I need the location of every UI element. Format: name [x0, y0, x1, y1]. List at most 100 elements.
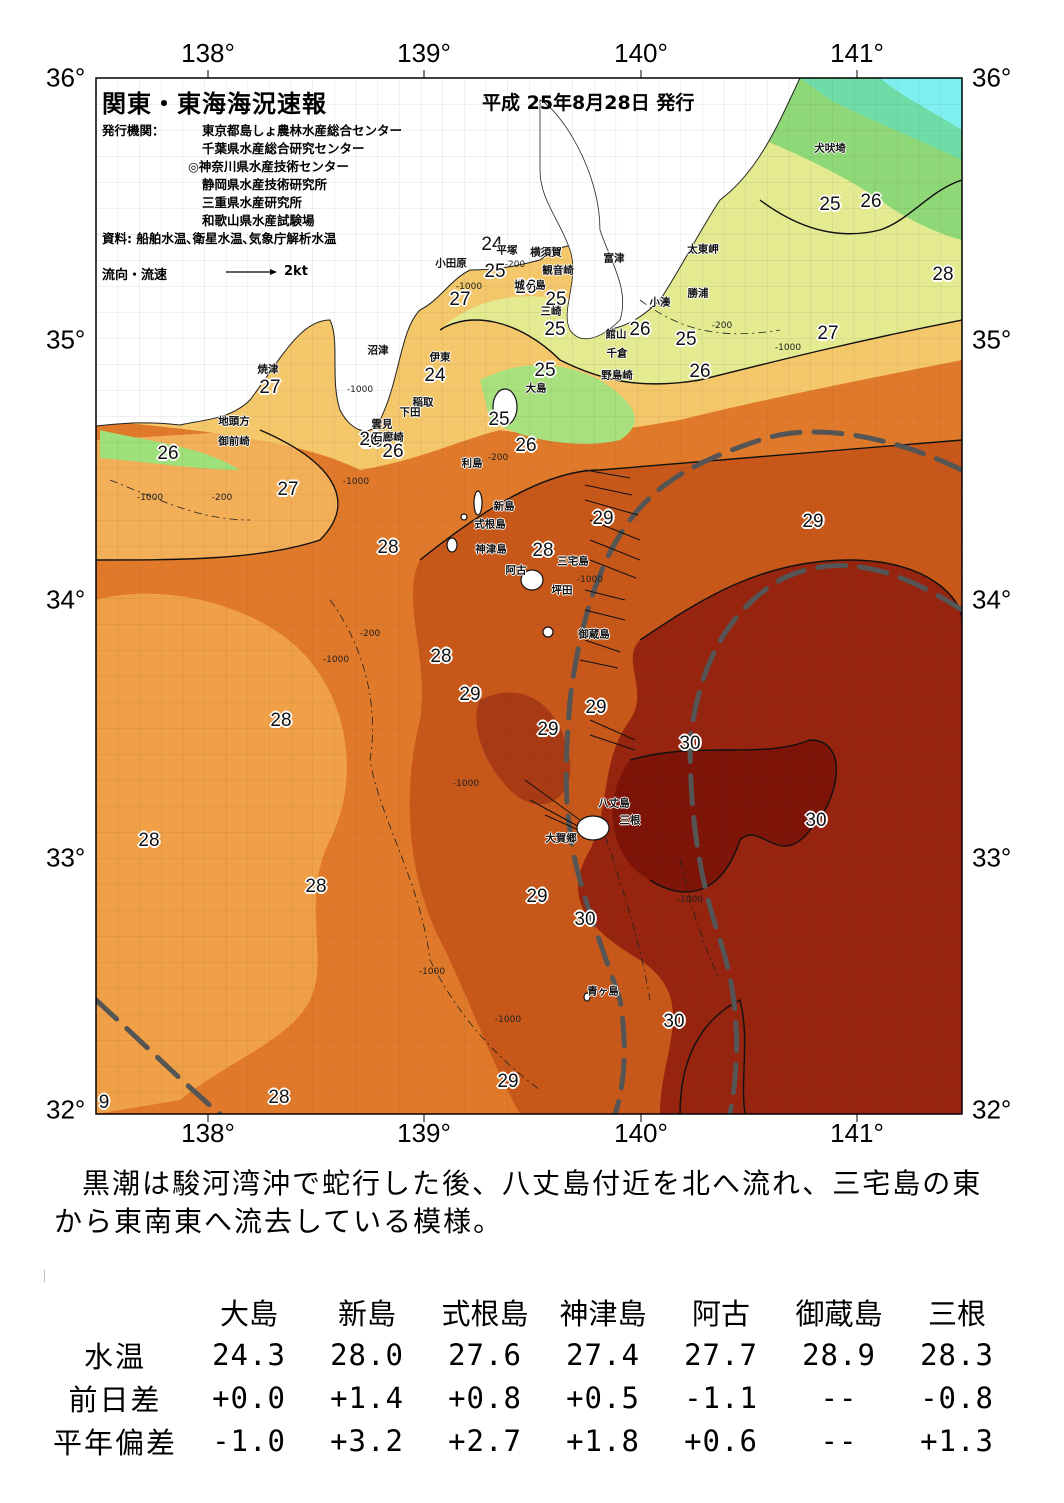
isotherm-label: 27: [277, 479, 299, 500]
place-label: 小田原: [435, 257, 467, 270]
lon-label-140-bottom: 140°: [614, 1118, 668, 1148]
isotherm-label: 25: [675, 329, 697, 350]
depth-label: -1000: [576, 575, 604, 585]
row-label: 水温: [83, 1339, 146, 1374]
place-label: 富津: [603, 252, 625, 265]
table-cell: 28.9: [802, 1337, 876, 1372]
depth-label: -1000: [494, 1015, 522, 1025]
isotherm-label: 29: [459, 684, 481, 705]
depth-label: -1000: [418, 967, 446, 977]
depth-label: -200: [504, 260, 526, 270]
isotherm-label: 29: [526, 886, 548, 907]
place-label: 利島: [461, 457, 483, 470]
table-cell: +2.7: [448, 1423, 522, 1458]
issuer-3: ◎神奈川県水産技術センター: [188, 159, 349, 174]
isotherm-label: 28: [138, 830, 160, 851]
isotherm-label: 30: [805, 810, 827, 831]
legend-scale: 2kt: [284, 264, 308, 279]
isotherm-label: 26: [382, 441, 404, 462]
table-cell: +1.8: [566, 1423, 640, 1458]
station-header: 御蔵島: [795, 1296, 883, 1331]
table-cell: 28.3: [920, 1337, 994, 1372]
table-row: 前日差 +0.0 +1.4 +0.8 +0.5 -1.1 -- -0.8: [40, 1376, 1016, 1419]
isotherm-label: 30: [679, 733, 701, 754]
place-label: 千倉: [606, 347, 628, 360]
table-cell: 27.4: [566, 1337, 640, 1372]
commentary-text: 黒潮は駿河湾沖で蛇行した後、八丈島付近を北へ流れ、三宅島の東 から東南東へ流去し…: [54, 1165, 1004, 1241]
islands: [446, 388, 610, 1002]
place-label: 勝浦: [687, 287, 709, 300]
place-label: 三根: [619, 814, 641, 827]
place-label: 大島: [525, 382, 547, 395]
lat-label-34-right: 34°: [972, 584, 1012, 615]
current-vectors: [524, 469, 641, 836]
place-label: 平塚: [496, 244, 518, 257]
lat-label-35-right: 35°: [972, 324, 1012, 355]
depth-label: -200: [487, 453, 509, 463]
station-temperature-table: 大島 新島 式根島 神津島 阿古 御蔵島 三根 水温 24.3 28.0 27.…: [40, 1290, 1030, 1462]
isotherm-label: 26: [689, 361, 711, 382]
isotherm-label: 28: [268, 1087, 290, 1108]
lat-label-34: 34°: [46, 584, 86, 615]
station-header: 新島: [337, 1296, 396, 1331]
isotherm-label: 28: [932, 264, 954, 285]
depth-label: -200: [711, 321, 733, 331]
isotherm-label: 28: [532, 540, 554, 561]
place-label: 青ヶ島: [587, 985, 619, 998]
axis-ticks: [207, 70, 858, 1122]
table-corner: [40, 1290, 190, 1333]
place-label: 神津島: [475, 543, 507, 556]
row-label: 平年偏差: [52, 1425, 177, 1460]
lat-label-33: 33°: [46, 842, 86, 873]
niijima-island: [473, 490, 483, 516]
table-row: 水温 24.3 28.0 27.6 27.4 27.7 28.9 28.3: [40, 1333, 1016, 1376]
sea-surface-temperature-map: 138° 139° 140° 141° 138° 139° 140° 141° …: [46, 38, 1012, 1148]
issuer-6: 和歌山県水産試験場: [202, 213, 315, 228]
issuer-2: 千葉県水産総合研究センター: [202, 141, 365, 156]
place-label: 御前崎: [218, 435, 250, 448]
isotherm-label: 25: [544, 319, 566, 340]
lon-label-141-bottom: 141°: [830, 1118, 884, 1148]
table-header-row: 大島 新島 式根島 神津島 阿古 御蔵島 三根: [40, 1290, 1016, 1333]
isotherm-label: 29: [802, 511, 824, 532]
table-cell: 27.7: [684, 1337, 758, 1372]
place-label: 坪田: [551, 584, 573, 597]
table-cell: -0.8: [920, 1380, 994, 1415]
depth-label: -1000: [455, 282, 483, 292]
isotherm-label: 26: [629, 319, 651, 340]
isotherm-label: 9: [98, 1092, 110, 1113]
isotherm-label: 27: [259, 377, 281, 398]
place-label: 新島: [493, 500, 515, 513]
depth-label: -1000: [136, 493, 164, 503]
place-label: 下田: [399, 406, 421, 419]
isotherm-label: 29: [497, 1071, 519, 1092]
row-label: 前日差: [68, 1382, 162, 1417]
isotherm-label: 29: [537, 719, 559, 740]
depth-label: -1000: [346, 385, 374, 395]
isotherm-label: 29: [592, 508, 614, 529]
lon-label-138-bottom: 138°: [181, 1118, 235, 1148]
hachijojima-island: [576, 815, 610, 841]
isotherm-label: 25: [361, 431, 383, 452]
table-cell: +0.8: [448, 1380, 522, 1415]
lon-label-139: 139°: [397, 38, 451, 68]
lon-label-139-bottom: 139°: [397, 1118, 451, 1148]
place-label: 太東岬: [687, 243, 719, 256]
issuer-5: 三重県水産研究所: [202, 195, 303, 210]
lon-label-138: 138°: [181, 38, 235, 68]
lat-label-36-right: 36°: [972, 62, 1012, 93]
lat-label-32-right: 32°: [972, 1094, 1012, 1125]
shikinejima-island: [460, 513, 468, 521]
isotherm-label: 30: [574, 909, 596, 930]
place-label: 地頭方: [218, 415, 250, 428]
oshima-island: [492, 388, 518, 426]
place-label: 館山: [605, 328, 627, 341]
place-label: 三宅島: [557, 555, 589, 568]
data-source: 資料: 船舶水温､衛星水温､気象庁解析水温: [102, 231, 337, 246]
place-label: 焼津: [257, 363, 279, 376]
station-header: 三根: [927, 1296, 986, 1331]
place-label: 横須賀: [530, 246, 562, 259]
depth-label: -200: [359, 629, 381, 639]
table-cell: 24.3: [212, 1337, 286, 1372]
isotherm-label: 28: [305, 876, 327, 897]
